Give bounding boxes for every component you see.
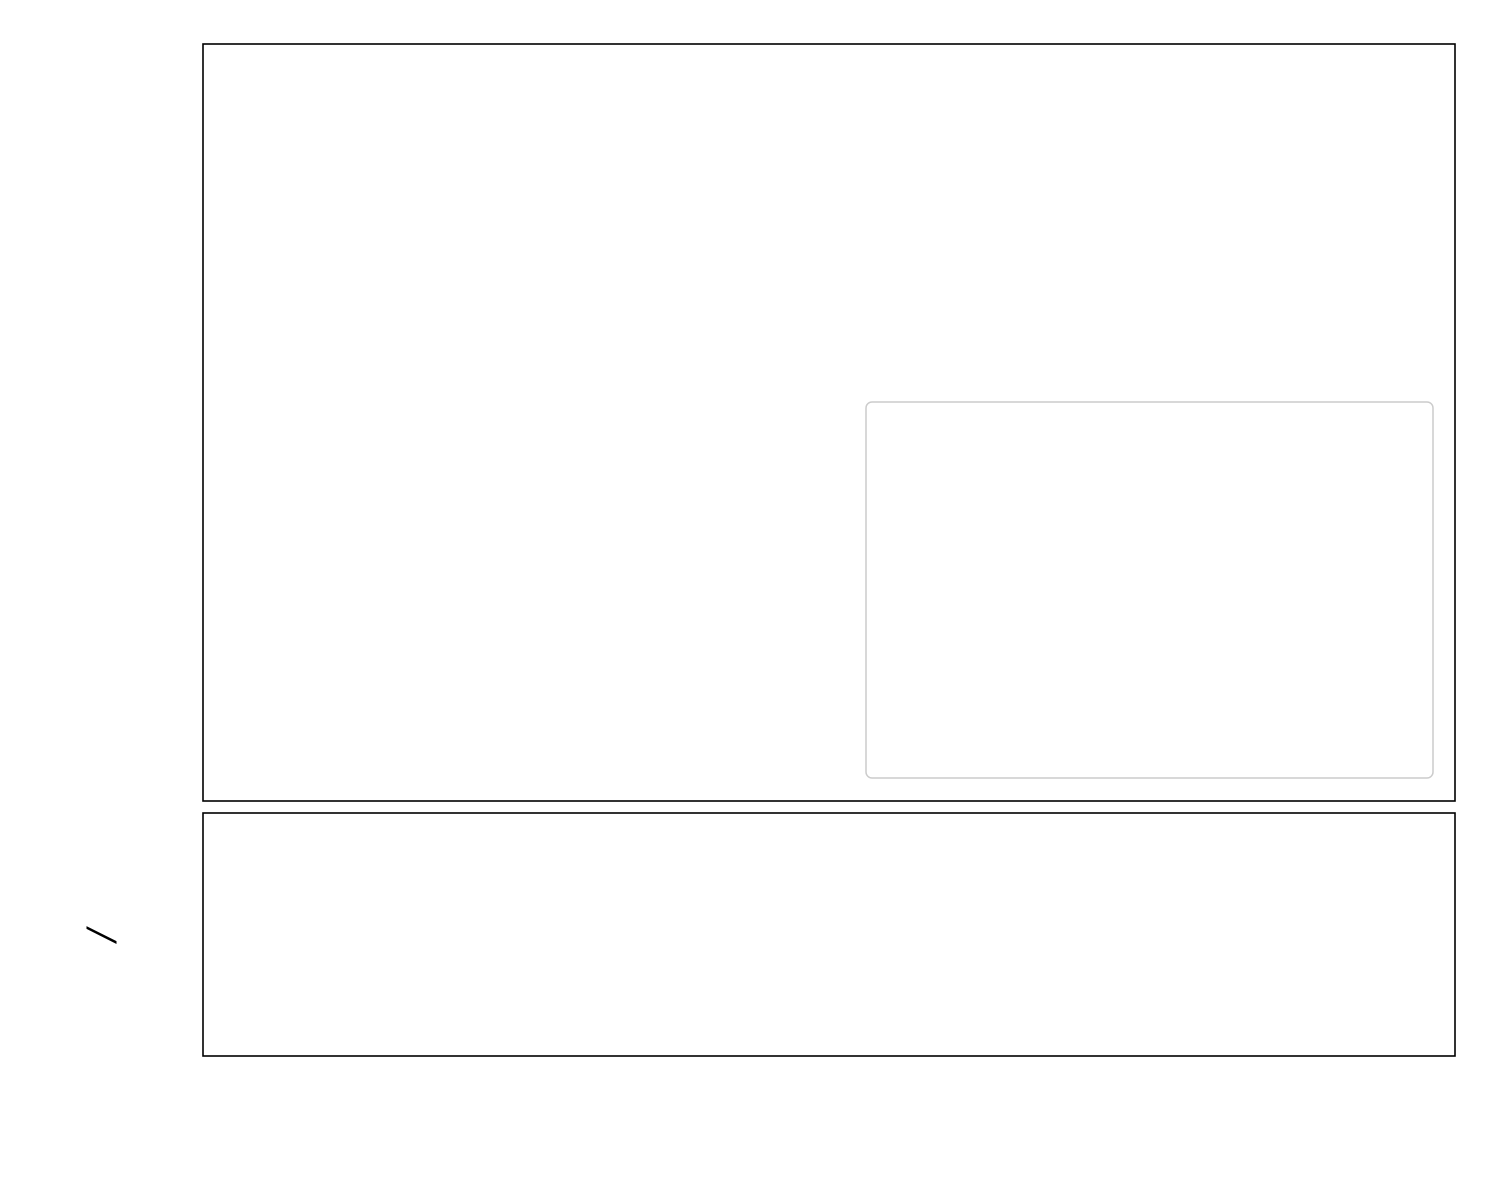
top-panel: [203, 44, 1455, 801]
bottom-y-axis-label: /: [81, 925, 122, 944]
legend-box: [866, 402, 1433, 778]
svg-text:/: /: [81, 925, 122, 944]
bottom-plot-frame: [203, 813, 1455, 1056]
legend: [866, 402, 1433, 778]
